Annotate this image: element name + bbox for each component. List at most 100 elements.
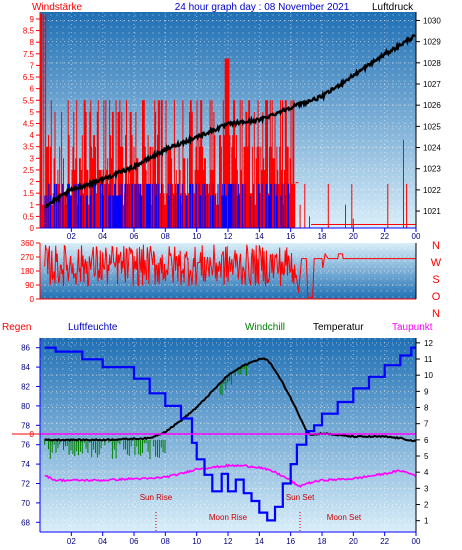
humidity-series <box>44 346 416 522</box>
pressure-tick-label: 1028 <box>423 59 441 68</box>
compass-label: N <box>432 308 440 320</box>
hour-tick-label: 20 <box>349 232 358 241</box>
temperature-tick-label: 5 <box>424 452 429 461</box>
humidity-legend: Luftfeuchte <box>68 322 118 333</box>
humidity-tick-label: 74 <box>21 460 30 469</box>
wind-tick-label: 4 <box>30 131 35 140</box>
hour-tick-label: 10 <box>192 537 201 546</box>
windchill-legend: Windchill <box>245 322 285 333</box>
compass-label: S <box>432 274 439 286</box>
hour-tick-label: 06 <box>130 537 139 546</box>
compass-label: O <box>432 291 441 303</box>
direction-tick-label: 360 <box>21 239 35 248</box>
hour-tick-label: 08 <box>161 537 170 546</box>
wind-axis-title: Windstärke <box>32 2 82 13</box>
chart-title: 24 hour graph day : 08 November 2021 <box>175 2 350 13</box>
hour-tick-label: 08 <box>161 232 170 241</box>
temperature-legend: Temperatur <box>313 322 364 333</box>
pressure-tick-label: 1024 <box>423 144 441 153</box>
temperature-tick-label: 3 <box>424 484 429 493</box>
humidity-tick-label: 78 <box>21 421 30 430</box>
temperature-tick-label: 9 <box>424 387 429 396</box>
wind-tick-label: 6 <box>30 85 35 94</box>
hour-tick-label: 04 <box>98 537 107 546</box>
wind-pressure-panel: 0 0.5 1 1.5 2 2.5 3 3.5 4 4.5 5 5.5 6 6.5 7 7.5 8 8.5 9 10… <box>23 12 441 241</box>
wind-tick-label: 0 <box>30 224 35 233</box>
dewpoint-legend: Taupunkt <box>392 322 433 333</box>
temperature-tick-label: 2 <box>424 501 429 510</box>
humidity-tick-label: 86 <box>21 344 30 353</box>
wind-tick-label: 8.5 <box>23 27 35 36</box>
wind-direction-series <box>44 244 416 298</box>
wind-tick-label: 7.5 <box>23 50 35 59</box>
hour-tick-label: 14 <box>255 537 264 546</box>
hour-tick-label: 10 <box>192 232 201 241</box>
temperature-tick-label: 10 <box>424 371 433 380</box>
hour-tick-label: 16 <box>286 232 295 241</box>
wind-tick-label: 1 <box>30 201 35 210</box>
pressure-tick-label: 1026 <box>423 101 441 110</box>
humidity-tick-label: 80 <box>21 402 30 411</box>
wind-tick-label: 3.5 <box>23 143 35 152</box>
temperature-series <box>44 357 417 443</box>
pressure-tick-label: 1030 <box>423 16 441 25</box>
humidity-tick-label: 82 <box>21 383 30 392</box>
pressure-tick-label: 1023 <box>423 165 441 174</box>
hour-tick-label: 20 <box>349 537 358 546</box>
temperature-tick-label: 1 <box>424 517 429 526</box>
direction-tick-label: 180 <box>21 267 35 276</box>
wind-tick-label: 2.5 <box>23 166 35 175</box>
humidity-tick-label: 70 <box>21 499 30 508</box>
temperature-tick-label: 12 <box>424 339 433 348</box>
wind-tick-label: 0.5 <box>23 212 35 221</box>
wind-tick-label: 4.5 <box>23 119 35 128</box>
rain-legend: Regen <box>2 322 31 333</box>
pressure-axis-title: Luftdruck <box>372 2 414 13</box>
wind-tick-label: 5.5 <box>23 96 35 105</box>
moonset-label: Moon Set <box>327 513 362 522</box>
wind-tick-label: 7 <box>30 61 35 70</box>
dewpoint-series <box>44 463 417 489</box>
moonrise-label: Moon Rise <box>209 513 248 522</box>
temperature-tick-label: 4 <box>424 468 429 477</box>
hour-tick-label: 02 <box>67 537 76 546</box>
humidity-tick-label: 72 <box>21 480 30 489</box>
wind-tick-label: 6.5 <box>23 73 35 82</box>
wind-tick-label: 1.5 <box>23 189 35 198</box>
wind-tick-label: 3 <box>30 154 35 163</box>
hour-tick-label: 00 <box>412 537 421 546</box>
pressure-tick-label: 1021 <box>423 207 441 216</box>
hour-tick-label: 00 <box>412 232 421 241</box>
temperature-tick-label: 11 <box>424 355 433 364</box>
hour-tick-label: 04 <box>98 232 107 241</box>
pressure-tick-label: 1022 <box>423 186 441 195</box>
pressure-series <box>44 34 416 209</box>
temperature-tick-label: 7 <box>424 420 429 429</box>
hour-tick-label: 18 <box>318 537 327 546</box>
hour-tick-label: 14 <box>255 232 264 241</box>
direction-tick-label: 90 <box>25 281 34 290</box>
humidity-tick-label: 68 <box>21 518 30 527</box>
hour-tick-label: 18 <box>318 232 327 241</box>
sunset-label: Sun Set <box>286 493 315 502</box>
pressure-tick-label: 1029 <box>423 38 441 47</box>
compass-label: N <box>432 240 440 252</box>
temperature-tick-label: 6 <box>424 436 429 445</box>
temperature-tick-label: 8 <box>424 404 429 413</box>
pressure-tick-label: 1025 <box>423 122 441 131</box>
compass-label: W <box>431 257 442 269</box>
hour-tick-label: 06 <box>130 232 139 241</box>
hour-tick-label: 12 <box>224 232 233 241</box>
sunrise-label: Sun Rise <box>140 493 173 502</box>
pressure-tick-label: 1027 <box>423 80 441 89</box>
humidity-tick-label: 76 <box>21 441 30 450</box>
wind-tick-label: 8 <box>30 38 35 47</box>
hour-tick-label: 22 <box>380 232 389 241</box>
wind-tick-label: 9 <box>30 15 35 24</box>
humidity-tick-label: 84 <box>21 363 30 372</box>
wind-tick-label: 5 <box>30 108 35 117</box>
hour-tick-label: 02 <box>67 232 76 241</box>
